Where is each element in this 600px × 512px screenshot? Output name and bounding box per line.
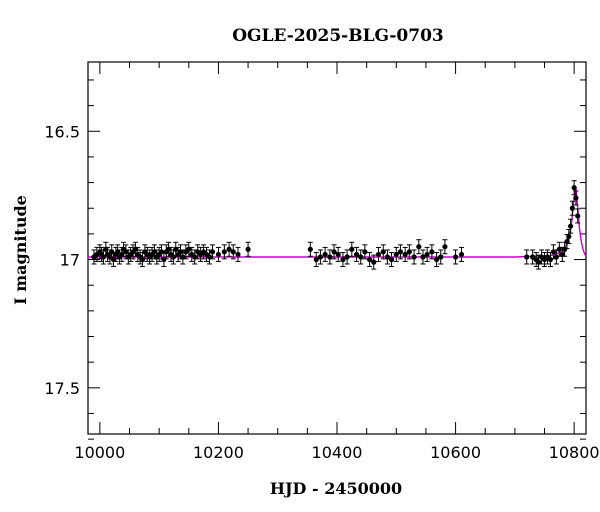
data-point xyxy=(132,246,139,252)
x-tick-label: 10200 xyxy=(193,443,244,462)
data-point xyxy=(416,244,422,250)
data-point xyxy=(226,246,232,252)
x-tick-label: 10800 xyxy=(549,443,600,462)
y-axis-label: I magnitude xyxy=(11,195,30,305)
plot-frame xyxy=(87,61,587,435)
data-point xyxy=(245,246,251,252)
x-tick-label: 10000 xyxy=(74,443,125,462)
data-point xyxy=(215,251,222,258)
data-point xyxy=(180,254,186,260)
x-tick-label: 10600 xyxy=(430,443,481,462)
data-point xyxy=(230,249,236,255)
data-point xyxy=(547,256,554,263)
x-tick-label: 10400 xyxy=(312,443,363,462)
data-point xyxy=(358,254,364,260)
data-point xyxy=(406,249,412,255)
data-point xyxy=(458,251,465,258)
data-point xyxy=(344,254,350,260)
data-point xyxy=(170,254,176,260)
data-point xyxy=(166,246,172,252)
data-point xyxy=(380,249,386,255)
data-point xyxy=(402,251,408,258)
data-point xyxy=(562,246,568,252)
data-point xyxy=(340,256,346,263)
data-point xyxy=(327,254,333,260)
data-point xyxy=(384,254,390,260)
data-point xyxy=(559,251,565,258)
data-point xyxy=(221,249,227,255)
data-point xyxy=(158,249,165,255)
data-point xyxy=(317,254,323,260)
data-point xyxy=(442,244,448,250)
data-point xyxy=(535,259,542,265)
data-point xyxy=(206,254,213,260)
data-point xyxy=(335,251,341,258)
data-point xyxy=(173,246,179,252)
data-point xyxy=(177,249,184,255)
data-point xyxy=(553,254,559,260)
data-point xyxy=(186,246,192,252)
data-point xyxy=(556,246,562,252)
data-point xyxy=(566,233,572,240)
data-point xyxy=(331,249,337,255)
data-point xyxy=(307,246,313,252)
data-point xyxy=(452,254,459,260)
data-point xyxy=(575,213,581,219)
chart-title: OGLE-2025-BLG-0703 xyxy=(232,26,444,46)
data-point xyxy=(235,251,241,258)
data-point xyxy=(100,254,107,260)
data-point xyxy=(349,246,355,252)
data-point xyxy=(434,256,440,263)
data-point xyxy=(322,251,328,258)
data-point xyxy=(367,256,373,263)
data-point xyxy=(139,256,146,263)
data-point xyxy=(123,249,129,255)
data-point xyxy=(573,195,579,201)
data-point xyxy=(429,249,435,255)
x-axis-label: HJD - 2450000 xyxy=(270,479,402,498)
data-point xyxy=(209,249,216,255)
data-point xyxy=(161,256,167,263)
data-point xyxy=(438,254,444,260)
y-tick-label: 16.5 xyxy=(44,122,80,141)
data-point xyxy=(397,249,404,255)
data-point xyxy=(353,251,360,258)
data-point xyxy=(550,249,556,255)
data-point xyxy=(571,185,577,191)
data-point xyxy=(567,223,574,229)
data-point xyxy=(151,249,157,255)
data-point xyxy=(393,251,399,258)
y-tick-label: 17 xyxy=(60,251,80,270)
data-point xyxy=(362,249,368,255)
data-point xyxy=(371,259,377,265)
data-point xyxy=(424,251,430,258)
data-point xyxy=(420,254,426,260)
data-point xyxy=(569,205,575,211)
data-point xyxy=(313,256,319,263)
data-point xyxy=(110,256,117,263)
data-point xyxy=(524,254,530,260)
data-point xyxy=(192,254,198,260)
plot-area: 10000 10200 10400 10600 10800 16.5 17 17.5 xyxy=(44,61,600,462)
model-curve xyxy=(88,187,587,258)
data-point xyxy=(388,256,395,263)
data-point xyxy=(411,254,417,260)
y-tick-label: 17.5 xyxy=(44,379,80,398)
data-point xyxy=(375,251,382,258)
